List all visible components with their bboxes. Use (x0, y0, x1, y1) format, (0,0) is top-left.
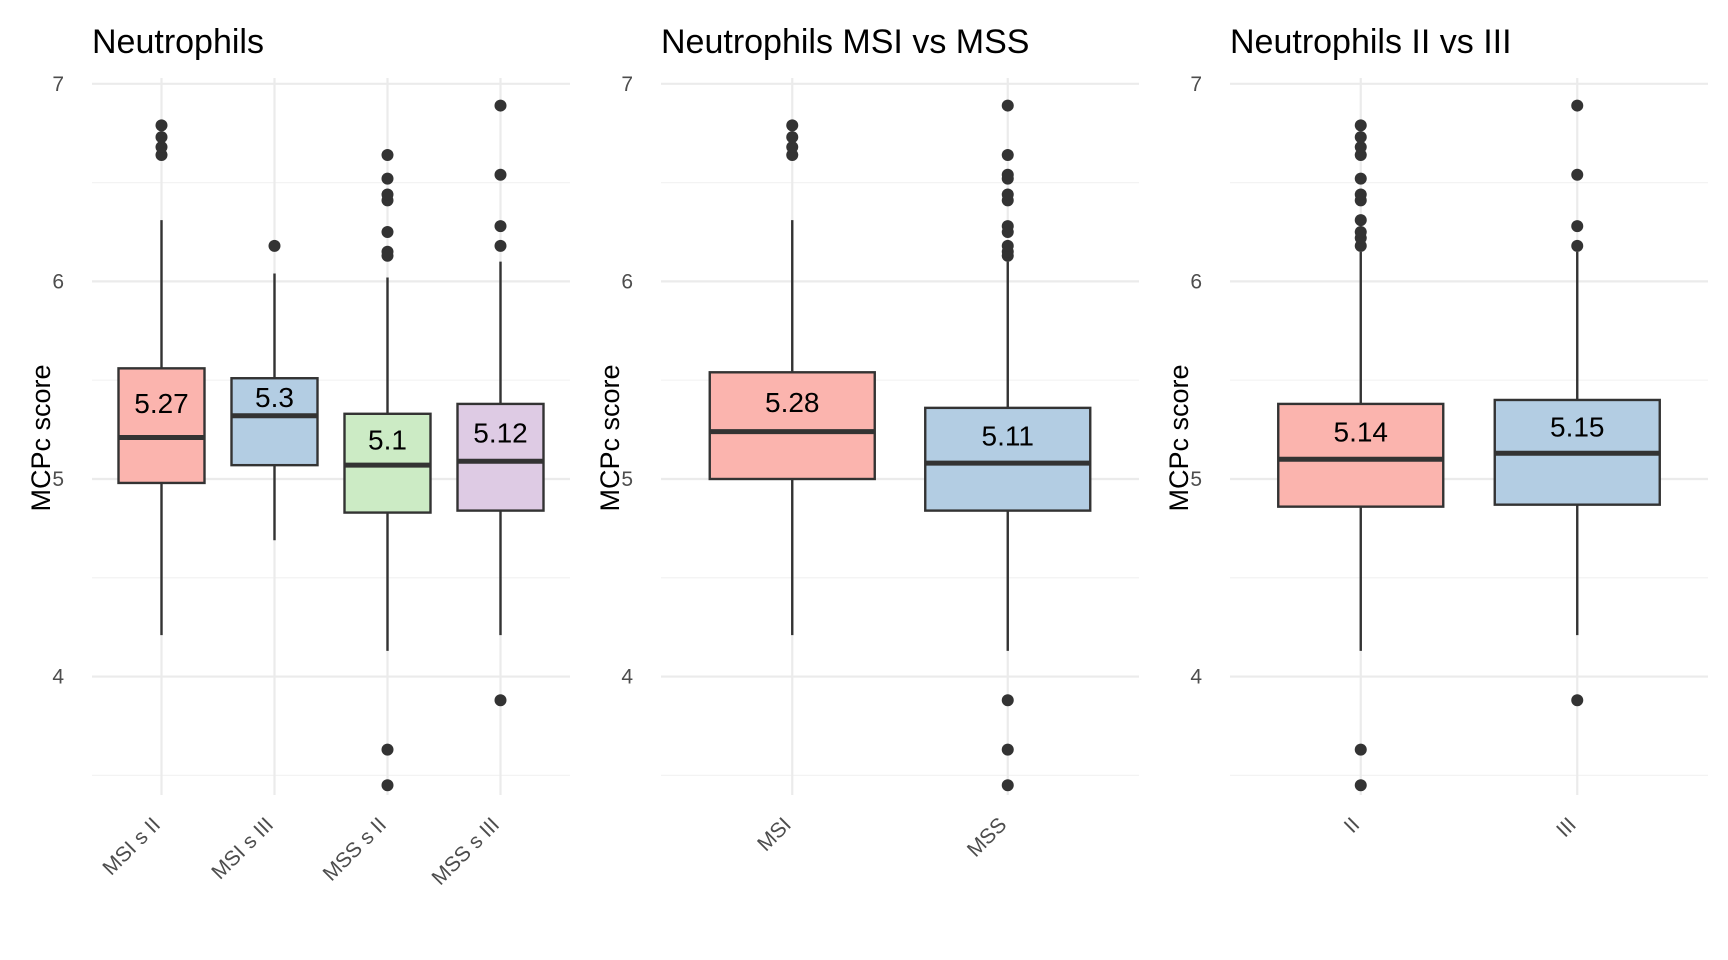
outlier-point (1571, 99, 1584, 112)
plot-area: 4 5 6 7 5.28 MSI 5.11 MSS (621, 73, 1139, 862)
y-tick-label: 5 (621, 468, 633, 491)
outlier-point (1001, 779, 1014, 792)
outlier-point (1001, 168, 1014, 181)
y-tick-label: 7 (621, 73, 633, 96)
outlier-point (494, 694, 507, 707)
outlier-point (381, 245, 394, 258)
mean-value-label: 5.12 (473, 418, 528, 449)
outlier-point (381, 172, 394, 185)
outlier-point (381, 779, 394, 792)
outlier-point (1354, 172, 1367, 185)
box-ii (1277, 402, 1445, 508)
y-tick-label: 6 (52, 270, 64, 293)
outlier-point (1354, 779, 1367, 792)
outlier-point (1001, 148, 1014, 161)
box-msi-s-iii (230, 377, 319, 467)
outlier-point (1001, 743, 1014, 756)
y-tick-label: 4 (1190, 666, 1202, 689)
y-tick-label: 7 (52, 73, 64, 96)
x-tick-label: II (1340, 813, 1365, 838)
outlier-point (1001, 188, 1014, 201)
outlier-point (1354, 131, 1367, 144)
outlier-point (1001, 694, 1014, 707)
panel-neutrophils: Neutrophils MCPc score 4 5 6 7 5.27 MSI s II 5… (26, 23, 570, 890)
outlier-point (381, 148, 394, 161)
panel-title: Neutrophils (92, 23, 264, 61)
y-axis-label: MCPc score (1164, 364, 1194, 511)
x-tick-label: MSS s II (319, 813, 391, 885)
box-mss (924, 406, 1092, 512)
outlier-point (1354, 188, 1367, 201)
outlier-point (1354, 214, 1367, 227)
outlier-point (1001, 99, 1014, 112)
outlier-point (494, 99, 507, 112)
panel-neutrophils-ii-vs-iii: Neutrophils II vs III MCPc score 4 5 6 7 5.1… (1164, 23, 1708, 842)
mean-value-label: 5.28 (765, 387, 820, 418)
outlier-point (786, 131, 799, 144)
outlier-point (381, 743, 394, 756)
x-tick-label: MSS s III (428, 813, 505, 890)
y-axis-label: MCPc score (595, 364, 625, 511)
outlier-point (494, 220, 507, 233)
mean-value-label: 5.14 (1334, 417, 1389, 448)
mean-value-label: 5.1 (368, 424, 407, 455)
outlier-point (494, 239, 507, 252)
outlier-point (1354, 743, 1367, 756)
mean-value-label: 5.11 (982, 421, 1034, 452)
outlier-point (1571, 239, 1584, 252)
outlier-point (494, 168, 507, 181)
y-tick-label: 5 (1190, 468, 1202, 491)
outlier-point (1571, 220, 1584, 233)
panel-title: Neutrophils MSI vs MSS (661, 23, 1029, 61)
outlier-point (1571, 694, 1584, 707)
panel-neutrophils-msi-vs-mss: Neutrophils MSI vs MSS MCPc score 4 5 6 7 5.… (595, 23, 1139, 862)
outlier-point (1571, 168, 1584, 181)
panel-title: Neutrophils II vs III (1230, 23, 1512, 61)
outlier-point (1001, 239, 1014, 252)
outlier-point (1354, 119, 1367, 132)
mean-value-label: 5.27 (134, 388, 189, 419)
box-msi-s-ii (117, 367, 206, 485)
y-tick-label: 7 (1190, 73, 1202, 96)
outlier-point (381, 226, 394, 239)
y-tick-label: 5 (52, 468, 64, 491)
x-tick-label: MSI (753, 813, 796, 856)
mean-value-label: 5.3 (255, 382, 294, 413)
y-axis-label: MCPc score (26, 364, 56, 511)
outlier-point (381, 188, 394, 201)
y-tick-label: 6 (1190, 270, 1202, 293)
outlier-point (1354, 226, 1367, 239)
plot-area: 4 5 6 7 5.14 II 5.15 III (1190, 73, 1708, 842)
outlier-point (155, 131, 168, 144)
y-tick-label: 4 (52, 666, 64, 689)
plot-area: 4 5 6 7 5.27 MSI s II 5.3 MSI s III 5.1 MSS s II 5… (52, 73, 570, 890)
x-tick-label: MSI s II (98, 813, 165, 880)
box-mss-s-iii (456, 402, 545, 512)
outlier-point (268, 239, 281, 252)
outlier-point (155, 141, 168, 154)
outlier-point (155, 119, 168, 132)
x-tick-label: III (1552, 813, 1581, 842)
x-tick-label: MSI s III (207, 813, 278, 884)
outlier-point (1354, 141, 1367, 154)
box-msi (708, 371, 876, 481)
y-tick-label: 6 (621, 270, 633, 293)
mean-value-label: 5.15 (1550, 412, 1605, 443)
x-tick-label: MSS (963, 813, 1011, 861)
y-tick-label: 4 (621, 666, 633, 689)
outlier-point (786, 141, 799, 154)
outlier-point (786, 119, 799, 132)
outlier-point (1001, 220, 1014, 233)
